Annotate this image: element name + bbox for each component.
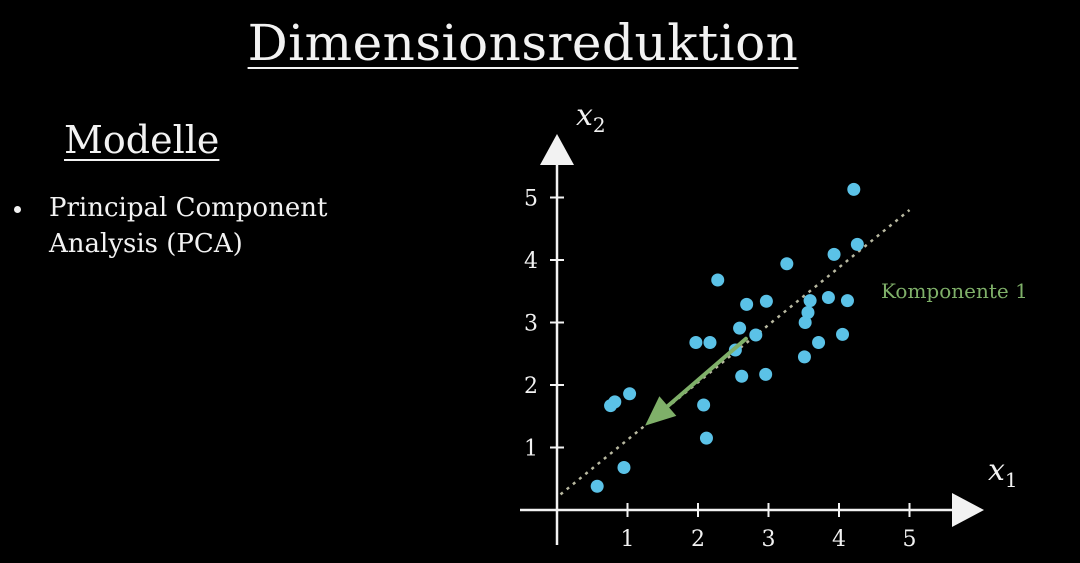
chart-ticks: 1 2 3 4 5 1 2 3 4 5 (524, 187, 917, 553)
data-point (798, 316, 812, 329)
data-point (827, 247, 841, 261)
data-point (803, 294, 817, 308)
y-tick-label: 4 (524, 249, 538, 274)
data-point (608, 395, 622, 409)
data-point (759, 294, 773, 308)
data-point (836, 327, 850, 341)
y-tick-label: 2 (524, 374, 538, 399)
data-point (703, 336, 717, 349)
data-point (812, 336, 826, 349)
bullet-list: Principal Component Analysis (PCA) (14, 190, 369, 262)
x-axis-label: x1 (988, 453, 1018, 492)
data-point (699, 431, 713, 445)
y-axis-label-main: x (576, 98, 593, 133)
data-point (735, 369, 749, 383)
data-point (740, 297, 754, 311)
data-point (733, 321, 747, 335)
data-point (780, 257, 794, 271)
chart-points (590, 182, 864, 493)
data-point (797, 350, 811, 364)
x-axis-label-main: x (988, 453, 1005, 488)
x-tick-label: 2 (691, 527, 705, 552)
chart-component-arrow (645, 336, 748, 426)
data-point (689, 336, 703, 349)
data-point (821, 291, 835, 304)
data-point (623, 387, 637, 401)
y-axis-label: x2 (576, 98, 606, 137)
y-tick-label: 3 (524, 312, 538, 337)
y-axis-arrowhead (540, 134, 574, 165)
section-heading: Modelle (64, 118, 220, 162)
data-point (590, 479, 604, 493)
data-point (617, 461, 631, 474)
page-title: Dimensionsreduktion (247, 14, 799, 72)
y-tick-label: 5 (524, 187, 538, 212)
x-tick-label: 4 (832, 527, 846, 552)
data-point (801, 306, 815, 319)
data-point (847, 182, 861, 196)
bullet-dot-icon (14, 206, 21, 213)
data-point (840, 294, 854, 308)
data-point (850, 237, 864, 251)
component-arrow-shaft (665, 336, 748, 409)
data-point (749, 328, 763, 342)
chart-axes (520, 134, 984, 545)
component-label: Komponente 1 (881, 279, 1028, 303)
component-arrow-head (645, 396, 677, 426)
y-tick-label: 1 (524, 437, 538, 462)
bullet-text: Principal Component Analysis (PCA) (49, 193, 328, 259)
y-axis-label-sub: 2 (593, 113, 606, 137)
x-tick-label: 5 (903, 527, 917, 552)
x-axis-arrowhead (952, 493, 984, 527)
data-point (697, 398, 711, 412)
x-axis-label-sub: 1 (1005, 468, 1018, 492)
data-point (759, 367, 773, 381)
x-tick-label: 3 (762, 527, 776, 552)
data-point (711, 273, 725, 287)
list-item: Principal Component Analysis (PCA) (14, 190, 369, 262)
x-tick-label: 1 (621, 527, 635, 552)
